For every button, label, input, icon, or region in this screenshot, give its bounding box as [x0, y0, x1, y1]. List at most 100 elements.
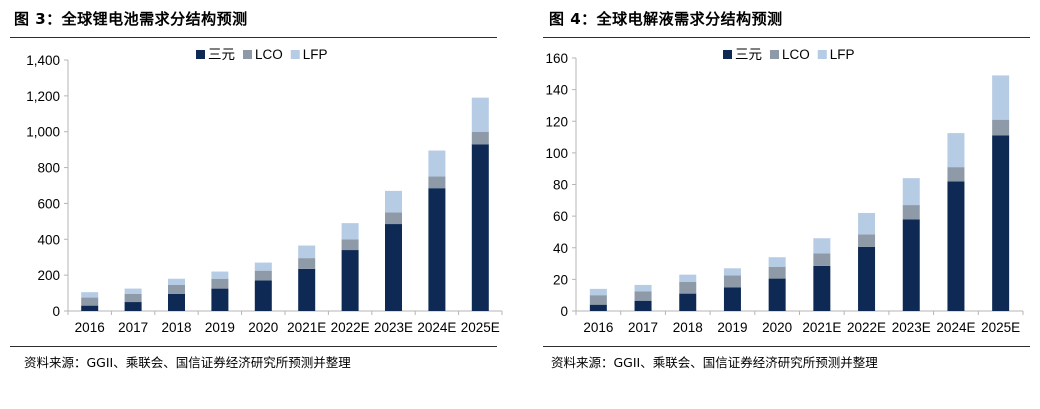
bar-segment-lfp: [211, 271, 229, 279]
bar-segment-lco: [124, 293, 142, 303]
bar-segment-sanyuan: [768, 278, 786, 311]
x-tick-label: 2018: [161, 320, 191, 335]
legend-label-sanyuan: 三元: [735, 47, 762, 62]
bar-segment-lco: [858, 234, 876, 247]
bar-segment-sanyuan: [168, 293, 185, 311]
y-tick-label: 0: [560, 304, 568, 319]
bar-segment-lfp: [298, 245, 316, 259]
bar-segment-sanyuan: [947, 181, 965, 311]
legend-label-lco: LCO: [782, 47, 810, 62]
y-tick-label: 60: [553, 209, 568, 224]
bar-segment-lfp: [858, 212, 876, 235]
y-tick-label: 160: [545, 51, 568, 66]
y-tick-label: 20: [553, 272, 568, 287]
legend-swatch-sanyuan: [196, 50, 205, 59]
x-tick-label: 2016: [75, 320, 105, 335]
bar-segment-sanyuan: [298, 268, 316, 311]
bar-segment-sanyuan: [428, 188, 446, 311]
bar-segment-sanyuan: [385, 224, 402, 311]
x-tick-label: 2016: [583, 320, 613, 335]
bar-segment-lco: [211, 278, 229, 289]
y-tick-label: 120: [545, 114, 568, 129]
bar-segment-lfp: [634, 284, 652, 292]
legend-swatch-lco: [243, 50, 252, 59]
bar-segment-sanyuan: [902, 219, 920, 311]
bar-segment-lco: [634, 291, 652, 301]
legend-swatch-lco: [770, 50, 779, 59]
figure-3-panel: 图 3：全球锂电池需求分结构预测 0 200 400 600 800 1,000 1,200…: [0, 0, 507, 409]
bar-segment-sanyuan: [992, 135, 1010, 311]
x-tick-label: 2021E: [287, 320, 326, 335]
bar-segment-lfp: [902, 178, 920, 206]
x-tick-label: 2022E: [847, 320, 886, 335]
bar-segment-lfp: [341, 223, 359, 240]
bar-segment-lfp: [723, 268, 741, 276]
bar-segment-lfp: [947, 133, 965, 168]
bar-segment-sanyuan: [81, 305, 99, 311]
bar-segment-sanyuan: [723, 287, 741, 311]
bar-segment-lco: [168, 285, 185, 294]
bar-segment-lco: [902, 205, 920, 220]
legend-label-lco: LCO: [255, 47, 283, 62]
bar-segment-lco: [254, 270, 272, 281]
y-tick-label: 100: [545, 146, 568, 161]
bar-segment-lco: [471, 131, 489, 145]
x-tick-label: 2021E: [802, 320, 841, 335]
bar-segment-lco: [679, 281, 697, 294]
x-tick-label: 2025E: [981, 320, 1020, 335]
bar-segment-lfp: [385, 190, 402, 213]
figure-4-panel: 图 4：全球电解液需求分结构预测 0 20 40 60 80 100 120 140 160 20…: [533, 0, 1040, 409]
figure-3-bottom-rule: [10, 346, 497, 347]
bar-segment-lco: [298, 258, 316, 269]
legend-swatch-lfp: [817, 50, 827, 59]
bar-segment-lco: [947, 167, 965, 182]
x-tick-label: 2024E: [936, 320, 975, 335]
y-tick-label: 600: [37, 196, 60, 211]
x-tick-label: 2019: [717, 320, 747, 335]
y-tick-label: 1,200: [26, 89, 60, 104]
bar-segment-sanyuan: [634, 300, 652, 311]
bar-segment-lfp: [428, 150, 446, 177]
bar-segment-sanyuan: [679, 293, 697, 311]
bar-segment-sanyuan: [254, 280, 272, 311]
x-tick-label: 2020: [762, 320, 792, 335]
bar-segment-lfp: [768, 257, 786, 267]
y-tick-label: 40: [553, 241, 568, 256]
figure-3-chart: 0 200 400 600 800 1,000 1,200 1,400 2016 2017 2018…: [26, 47, 503, 335]
figure-4-bottom-rule: [543, 346, 1030, 347]
figure-4-source: 资料来源：GGII、乘联会、国信证券经济研究所预测并整理: [551, 355, 878, 370]
bar-segment-lco: [768, 266, 786, 279]
bar-segment-sanyuan: [471, 144, 489, 311]
y-tick-label: 200: [37, 268, 60, 283]
bar-segment-lco: [589, 295, 607, 305]
legend-swatch-lfp: [290, 50, 300, 59]
bar-segment-lfp: [679, 274, 697, 282]
x-tick-label: 2017: [118, 320, 148, 335]
y-tick-label: 1,400: [26, 53, 60, 68]
figure-4-title: 图 4：全球电解液需求分结构预测: [549, 10, 783, 28]
bar-segment-lfp: [992, 75, 1010, 120]
bar-segment-sanyuan: [124, 302, 142, 311]
bar-segment-lfp: [168, 278, 185, 286]
bar-segment-sanyuan: [589, 304, 607, 311]
bar-segment-lfp: [813, 238, 831, 254]
bar-segment-lfp: [124, 288, 142, 294]
bar-segment-lfp: [254, 262, 272, 271]
bar-segment-sanyuan: [211, 288, 229, 311]
bar-segment-lco: [428, 176, 446, 189]
y-tick-label: 80: [553, 178, 568, 193]
x-tick-label: 2023E: [374, 320, 413, 335]
bar-segment-lfp: [589, 288, 607, 296]
figure-3-source: 资料来源：GGII、乘联会、国信证券经济研究所预测并整理: [24, 355, 351, 370]
x-tick-label: 2023E: [892, 320, 931, 335]
legend-label-lfp: LFP: [830, 47, 855, 62]
x-tick-label: 2025E: [461, 320, 500, 335]
legend-swatch-sanyuan: [723, 50, 732, 59]
bar-segment-lco: [723, 275, 741, 288]
bar-segment-lco: [813, 253, 831, 266]
bar-segment-lfp: [471, 97, 489, 132]
bar-segment-lco: [385, 212, 402, 225]
bar-segment-lco: [81, 297, 99, 306]
x-tick-label: 2022E: [331, 320, 370, 335]
figure-4-top-rule: [543, 37, 1030, 38]
